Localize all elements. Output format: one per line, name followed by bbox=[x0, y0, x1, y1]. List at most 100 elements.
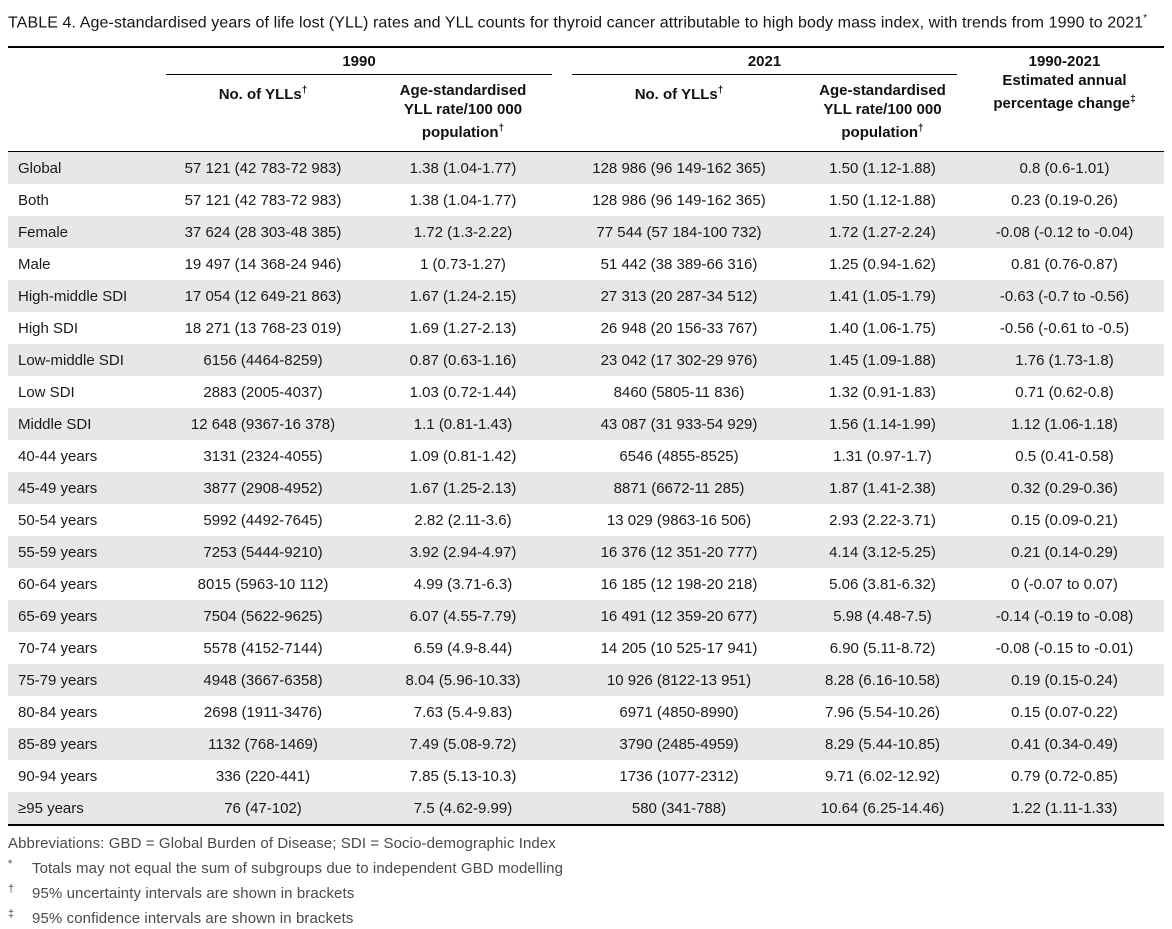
table-caption: TABLE 4. Age-standardised years of life … bbox=[8, 8, 1166, 34]
table-row: Female 37 624 (28 303-48 385) 1.72 (1.3-2.… bbox=[8, 216, 1164, 249]
cell-ylls-1990: 8015 (5963-10 112) bbox=[197, 575, 329, 593]
footnote: † 95% uncertainty intervals are shown in … bbox=[8, 879, 1166, 904]
cell-ylls-2021: 3790 (2485-4959) bbox=[619, 735, 739, 753]
cell-ylls-1990: 5578 (4152-7144) bbox=[203, 639, 323, 657]
cell-ylls-1990: 7253 (5444-9210) bbox=[203, 543, 323, 561]
cell-ylls-1990: 6156 (4464-8259) bbox=[203, 351, 323, 369]
cell-ylls-1990: 3131 (2324-4055) bbox=[203, 447, 323, 465]
row-label: 90-94 years bbox=[18, 767, 98, 785]
cell-eapc: 0.15 (0.07-0.22) bbox=[1011, 703, 1118, 721]
table-row: High SDI 18 271 (13 768-23 019) 1.69 (1.27… bbox=[8, 312, 1164, 344]
table-row: Both 57 121 (42 783-72 983) 1.38 (1.04-1.7… bbox=[8, 184, 1164, 216]
cell-ylls-1990: 12 648 (9367-16 378) bbox=[190, 415, 336, 433]
table-row: Low-middle SDI 6156 (4464-8259) 0.87 (0.63… bbox=[8, 344, 1164, 377]
cell-ylls-2021: 8871 (6672-11 285) bbox=[613, 479, 745, 497]
cell-rate-1990: 1.38 (1.04-1.77) bbox=[409, 191, 517, 209]
cell-eapc: 1.12 (1.06-1.18) bbox=[1011, 415, 1118, 433]
cell-rate-1990: 7.63 (5.4-9.83) bbox=[413, 703, 513, 721]
cell-rate-1990: 8.04 (5.96-10.33) bbox=[405, 671, 521, 689]
abbreviations-note: Abbreviations: GBD = Global Burden of Di… bbox=[8, 833, 1166, 854]
cell-rate-2021: 4.14 (3.12-5.25) bbox=[829, 543, 936, 561]
footnotes: Abbreviations: GBD = Global Burden of Di… bbox=[8, 833, 1166, 929]
cell-eapc: 0.41 (0.34-0.49) bbox=[1011, 735, 1118, 753]
group-header-1990: 1990 bbox=[158, 47, 558, 76]
cell-ylls-1990: 3877 (2908-4952) bbox=[203, 479, 323, 497]
cell-ylls-2021: 128 986 (96 149-162 365) bbox=[592, 191, 766, 209]
col-header-rate-1990: Age-standardised YLL rate/100 000 popula… bbox=[399, 82, 527, 142]
cell-ylls-2021: 128 986 (96 149-162 365) bbox=[592, 159, 766, 177]
cell-rate-1990: 1.09 (0.81-1.42) bbox=[409, 447, 517, 465]
table-row: 90-94 years 336 (220-441) 7.85 (5.13-10.3)… bbox=[8, 760, 1164, 792]
table-row: Global 57 121 (42 783-72 983) 1.38 (1.04-1… bbox=[8, 151, 1164, 185]
row-label: Female bbox=[18, 223, 69, 241]
cell-rate-1990: 1.1 (0.81-1.43) bbox=[413, 415, 513, 433]
cell-ylls-2021: 43 087 (31 933-54 929) bbox=[600, 415, 758, 433]
table-row: 50-54 years 5992 (4492-7645) 2.82 (2.11-3.… bbox=[8, 504, 1164, 536]
row-label: 50-54 years bbox=[18, 511, 98, 529]
cell-ylls-2021: 14 205 (10 525-17 941) bbox=[600, 639, 758, 657]
table-row: 70-74 years 5578 (4152-7144) 6.59 (4.9-8.4… bbox=[8, 632, 1164, 664]
table-row: 40-44 years 3131 (2324-4055) 1.09 (0.81-1.… bbox=[8, 440, 1164, 472]
footnote-marker: † bbox=[8, 883, 15, 896]
sub-header-row: No. of YLLs† Age-standardised YLL rate/1… bbox=[8, 75, 1164, 152]
cell-ylls-1990: 5992 (4492-7645) bbox=[203, 511, 323, 529]
cell-eapc: -0.08 (-0.15 to -0.01) bbox=[995, 639, 1134, 657]
row-label: 75-79 years bbox=[18, 671, 98, 689]
row-label: 40-44 years bbox=[18, 447, 98, 465]
cell-ylls-2021: 16 491 (12 359-20 677) bbox=[600, 607, 758, 625]
cell-eapc: 0.15 (0.09-0.21) bbox=[1011, 511, 1118, 529]
empty-header-cell bbox=[8, 47, 158, 75]
row-label: Low-middle SDI bbox=[18, 351, 124, 369]
cell-eapc: 1.22 (1.11-1.33) bbox=[1011, 799, 1118, 817]
footnote-text: Abbreviations: GBD = Global Burden of Di… bbox=[8, 835, 556, 853]
cell-rate-1990: 2.82 (2.11-3.6) bbox=[414, 511, 512, 529]
row-label: 70-74 years bbox=[18, 639, 98, 657]
cell-ylls-2021: 51 442 (38 389-66 316) bbox=[600, 255, 758, 273]
eapc-header-line1: 1990-2021 bbox=[1028, 53, 1101, 71]
cell-rate-2021: 1.72 (1.27-2.24) bbox=[829, 223, 936, 241]
caption-asterisk-marker: * bbox=[1143, 13, 1148, 24]
row-label: Male bbox=[18, 255, 51, 273]
cell-rate-2021: 1.40 (1.06-1.75) bbox=[829, 319, 936, 337]
table-row: Middle SDI 12 648 (9367-16 378) 1.1 (0.81-… bbox=[8, 408, 1164, 441]
rate-2021-footnote-marker: † bbox=[918, 123, 924, 135]
cell-ylls-2021: 77 544 (57 184-100 732) bbox=[596, 223, 762, 241]
cell-ylls-2021: 23 042 (17 302-29 976) bbox=[600, 351, 758, 369]
cell-ylls-2021: 580 (341-788) bbox=[631, 799, 727, 817]
cell-ylls-1990: 17 054 (12 649-21 863) bbox=[184, 287, 342, 305]
eapc-footnote-marker: ‡ bbox=[1130, 94, 1136, 106]
cell-ylls-2021: 10 926 (8122-13 951) bbox=[606, 671, 752, 689]
cell-ylls-1990: 1132 (768-1469) bbox=[208, 735, 318, 753]
cell-ylls-1990: 57 121 (42 783-72 983) bbox=[184, 191, 342, 209]
cell-rate-2021: 1.41 (1.05-1.79) bbox=[829, 287, 936, 305]
cell-ylls-1990: 18 271 (13 768-23 019) bbox=[184, 319, 342, 337]
table-row: 80-84 years 2698 (1911-3476) 7.63 (5.4-9.8… bbox=[8, 696, 1164, 728]
cell-eapc: -0.14 (-0.19 to -0.08) bbox=[995, 607, 1134, 625]
cell-rate-2021: 1.31 (0.97-1.7) bbox=[833, 447, 932, 465]
col-header-rate-2021: Age-standardised YLL rate/100 000 popula… bbox=[819, 82, 946, 142]
group-label-1990: 1990 bbox=[342, 53, 376, 71]
cell-rate-1990: 6.59 (4.9-8.44) bbox=[413, 639, 513, 657]
cell-ylls-1990: 76 (47-102) bbox=[224, 799, 302, 817]
cell-rate-2021: 8.29 (5.44-10.85) bbox=[824, 735, 941, 753]
cell-rate-2021: 1.87 (1.41-2.38) bbox=[829, 479, 936, 497]
data-table: 1990 2021 1990-2021 Estimated annual per… bbox=[8, 46, 1164, 826]
cell-ylls-2021: 26 948 (20 156-33 767) bbox=[600, 319, 758, 337]
cell-rate-2021: 1.32 (0.91-1.83) bbox=[829, 383, 936, 401]
cell-rate-2021: 1.25 (0.94-1.62) bbox=[829, 255, 936, 273]
row-label: High-middle SDI bbox=[18, 287, 128, 305]
cell-eapc: 0.23 (0.19-0.26) bbox=[1011, 191, 1118, 209]
rate-1990-footnote-marker: † bbox=[498, 123, 505, 135]
footnote-marker: ‡ bbox=[8, 908, 15, 921]
cell-eapc: 0.79 (0.72-0.85) bbox=[1011, 767, 1118, 785]
cell-eapc: 0.81 (0.76-0.87) bbox=[1011, 255, 1118, 273]
table-row: Low SDI 2883 (2005-4037) 1.03 (0.72-1.44) 8… bbox=[8, 376, 1164, 408]
row-label: Both bbox=[18, 191, 49, 209]
cell-rate-1990: 1.03 (0.72-1.44) bbox=[409, 383, 517, 401]
row-label: 45-49 years bbox=[18, 479, 98, 497]
cell-ylls-1990: 336 (220-441) bbox=[215, 767, 311, 785]
table-row: 55-59 years 7253 (5444-9210) 3.92 (2.94-4.… bbox=[8, 536, 1164, 569]
cell-ylls-2021: 6546 (4855-8525) bbox=[619, 447, 739, 465]
cell-ylls-1990: 57 121 (42 783-72 983) bbox=[184, 159, 342, 177]
cell-rate-1990: 1.38 (1.04-1.77) bbox=[409, 159, 517, 177]
